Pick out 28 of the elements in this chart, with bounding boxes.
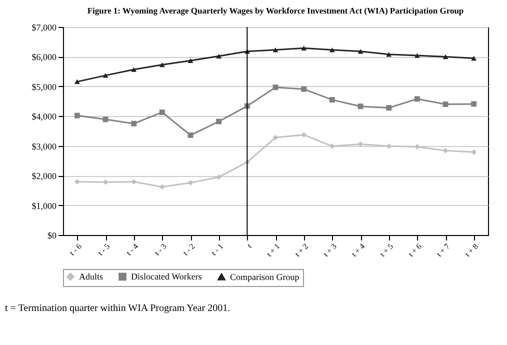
x-tick-label: t + 3	[322, 242, 338, 259]
x-tick-label: t - 6	[68, 242, 84, 258]
x-tick-label: t + 2	[293, 242, 310, 259]
x-tick-label: t - 2	[181, 242, 197, 258]
x-tick-label: t + 4	[350, 242, 367, 259]
y-tick-label: $5,000	[32, 82, 57, 92]
x-tick-label: t	[245, 241, 254, 250]
x-tick-label: t - 4	[124, 242, 140, 258]
x-tick-label: t - 5	[96, 242, 112, 258]
x-tick-label: t + 5	[378, 242, 395, 259]
text: t = Termination quarter within WIA Program Year 2001.	[5, 303, 230, 314]
y-tick-label: $1,000	[32, 200, 57, 211]
x-tick-label: t + 6	[406, 242, 424, 259]
x-tick-label: t + 7	[434, 242, 452, 259]
y-tick-label: $6,000	[32, 52, 57, 62]
legend-label: Comparison Group	[230, 272, 300, 282]
y-tick-label: $2,000	[32, 171, 57, 182]
y-tick-label: $0	[48, 230, 57, 240]
legend-label: Adults	[79, 272, 104, 282]
y-tick-label: $7,000	[32, 22, 57, 32]
y-tick-label: $3,000	[32, 141, 57, 152]
y-tick-label: $4,000	[32, 112, 57, 122]
chart-title: Figure 1: Wyoming Average Quarterly Wages by Workforce Investment Act (WIA) Participation Group	[87, 6, 464, 16]
x-tick-label: t + 1	[264, 242, 282, 259]
x-tick-label: t + 8	[463, 242, 480, 259]
x-tick-label: t - 1	[210, 242, 225, 258]
x-tick-label: t - 3	[152, 242, 168, 258]
legend-label: Dislocated Workers	[131, 272, 202, 282]
